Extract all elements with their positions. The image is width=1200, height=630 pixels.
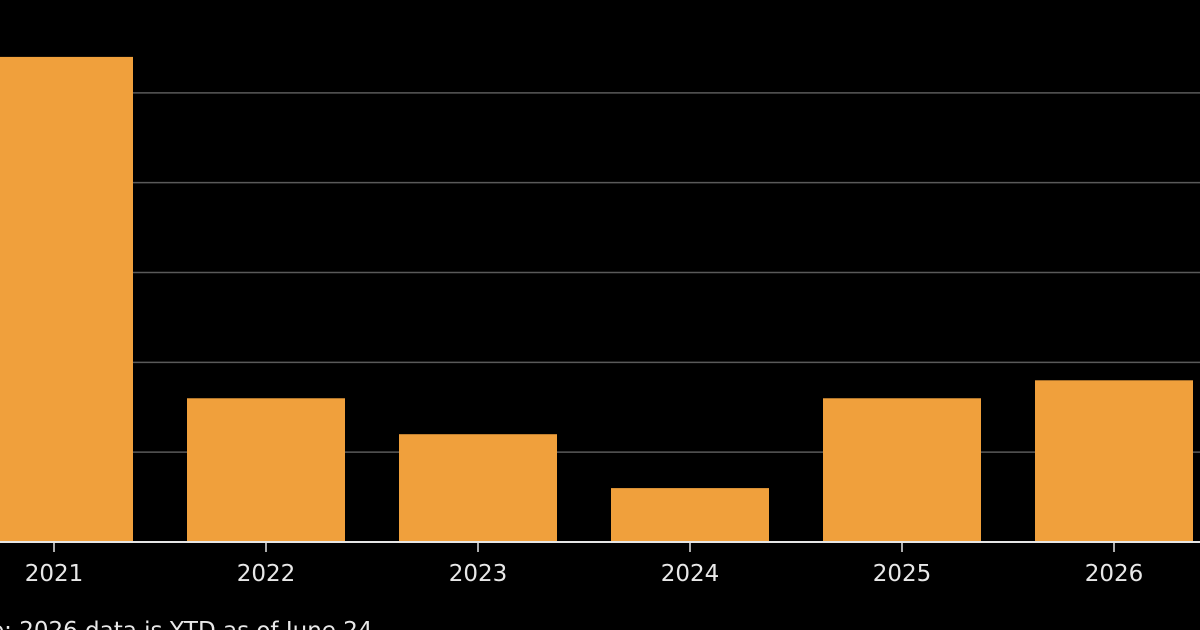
bar-2022 xyxy=(187,398,345,542)
x-axis-labels: 2021 2022 2023 2024 2025 2026 xyxy=(25,561,1144,587)
x-tick-label-2024: 2024 xyxy=(661,561,720,587)
bar-2021 xyxy=(0,56,133,543)
chart-footnote: e: 2026 data is YTD as of June 24 xyxy=(0,618,373,630)
x-tick-label-2023: 2023 xyxy=(449,561,508,587)
bar-2023 xyxy=(399,434,557,542)
gridlines xyxy=(0,92,1200,453)
x-axis-ticks xyxy=(53,542,1115,552)
x-tick-label-2025: 2025 xyxy=(873,561,932,587)
bar-2024 xyxy=(611,488,769,542)
x-tick-label-2021: 2021 xyxy=(25,561,84,587)
x-tick-label-2022: 2022 xyxy=(237,561,296,587)
bars xyxy=(0,56,1193,543)
bar-2026 xyxy=(1035,380,1193,542)
bar-2025 xyxy=(823,398,981,542)
x-tick-label-2026: 2026 xyxy=(1085,561,1144,587)
